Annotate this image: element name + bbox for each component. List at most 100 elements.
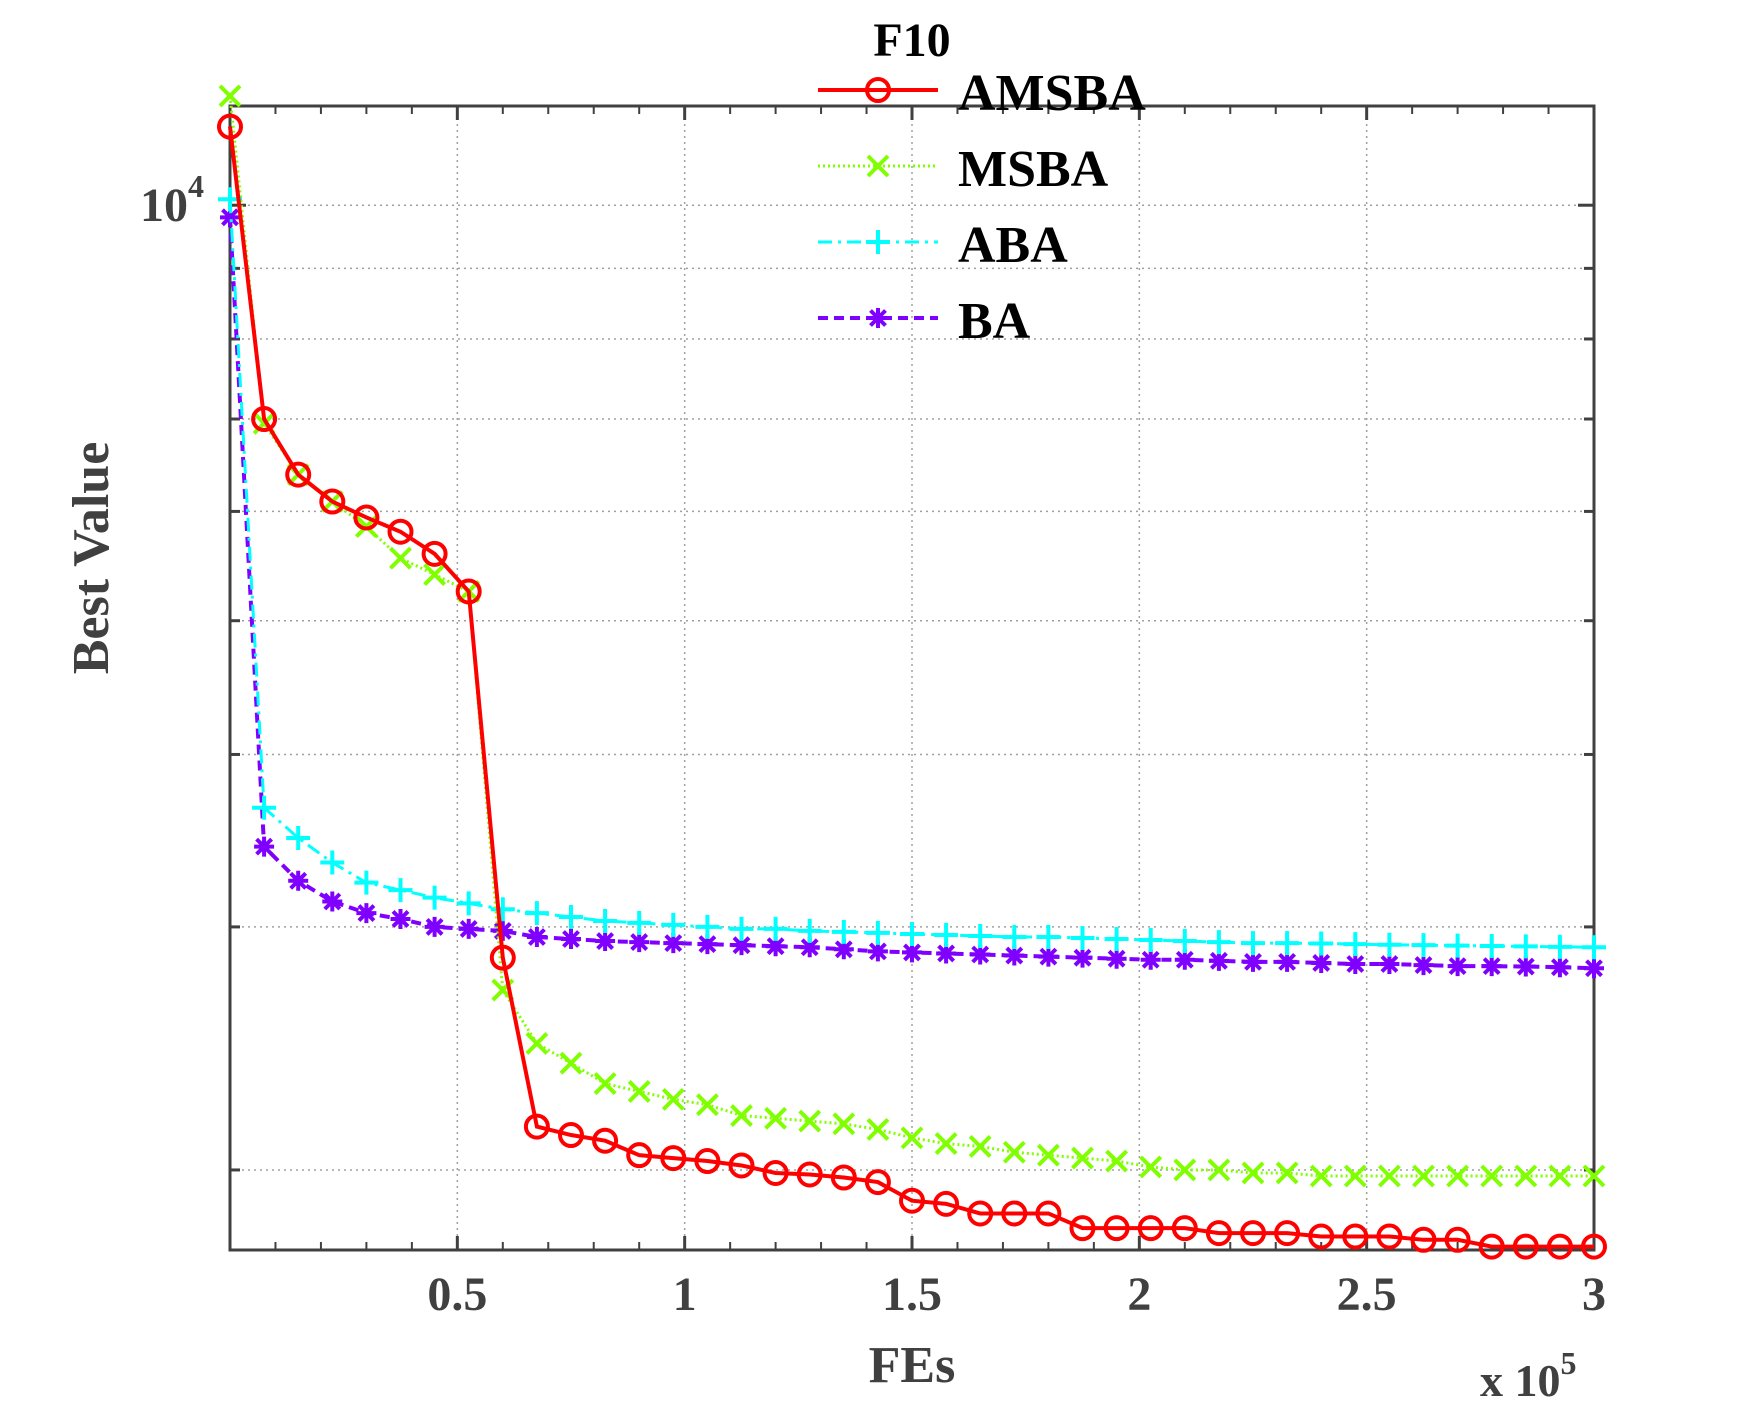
data-point-aba [627, 910, 652, 935]
data-point-aba [1411, 933, 1436, 958]
series-ba [220, 207, 1604, 979]
chart-title: F10 [873, 14, 950, 67]
legend-item-msba: MSBA [818, 141, 1109, 198]
data-point-msba [661, 1087, 685, 1111]
data-point-ba [1038, 946, 1059, 967]
data-point-msba [968, 1135, 992, 1158]
data-point-ba [1379, 954, 1400, 974]
data-point-msba [1071, 1146, 1094, 1170]
data-point-amsba [967, 1200, 994, 1227]
data-point-amsba [1069, 1215, 1096, 1242]
data-point-msba [832, 1112, 856, 1136]
data-point-ba [663, 933, 684, 954]
data-point-msba [423, 563, 447, 586]
data-point-aba [1547, 934, 1572, 959]
x-tick-label: 3 [1582, 1268, 1606, 1321]
series-amsba [217, 113, 1607, 1260]
data-point-aba [934, 922, 959, 947]
data-point-aba [422, 885, 447, 910]
data-point-msba [1275, 1161, 1299, 1185]
labels: F10 FEs Best Value x 105 [63, 14, 1577, 1401]
y-tick-label-base: 10 [140, 179, 188, 232]
data-point-aba [252, 795, 277, 820]
data-point-amsba [1035, 1200, 1062, 1227]
data-point-amsba [1444, 1226, 1471, 1253]
data-point-ba [1243, 951, 1263, 972]
data-point-ba [970, 944, 991, 965]
data-point-msba [593, 1072, 617, 1095]
data-point-ba [867, 941, 888, 962]
data-point-ba [1174, 949, 1195, 970]
data-point-aba [1343, 932, 1368, 957]
legend-marker-ba [868, 308, 888, 328]
data-point-msba [1582, 1164, 1606, 1188]
data-point-amsba [421, 540, 448, 567]
data-point-ba [492, 920, 513, 941]
data-point-aba [661, 912, 686, 937]
data-point-ba [731, 935, 752, 956]
data-point-amsba [319, 488, 346, 515]
data-point-amsba [489, 944, 516, 971]
data-point-msba [866, 1117, 890, 1141]
data-point-amsba [694, 1148, 721, 1175]
data-point-ba [833, 939, 854, 960]
data-point-msba [1173, 1158, 1197, 1182]
data-point-amsba [217, 113, 243, 140]
data-point-ba [765, 936, 786, 957]
data-point-ba [220, 207, 240, 228]
data-point-aba [1104, 927, 1129, 952]
data-point-aba [1002, 924, 1027, 949]
data-point-msba [1480, 1164, 1504, 1188]
series-aba [218, 187, 1606, 960]
data-point-aba [831, 919, 856, 944]
legend-marker-amsba [865, 77, 891, 103]
data-point-aba [320, 850, 345, 875]
data-point-ba [1311, 952, 1332, 973]
data-point-aba [354, 870, 379, 895]
data-point-aba [1479, 933, 1504, 958]
data-point-ba [936, 943, 957, 964]
data-point-ba [1277, 951, 1298, 972]
data-point-amsba [626, 1142, 653, 1169]
data-point-aba [1309, 931, 1334, 956]
data-point-aba [1241, 931, 1265, 956]
legend-label-msba: MSBA [958, 141, 1109, 198]
data-point-amsba [1137, 1215, 1164, 1242]
data-point-ba [1515, 956, 1536, 977]
data-point-amsba [864, 1169, 891, 1196]
grid-lines [230, 106, 1595, 1250]
data-point-amsba [1274, 1220, 1301, 1247]
data-point-msba [559, 1051, 583, 1075]
data-point-msba [1343, 1164, 1367, 1188]
data-point-ba [458, 918, 479, 939]
data-point-ba [1004, 945, 1025, 966]
data-point-ba [595, 931, 616, 952]
data-point-amsba [1581, 1233, 1607, 1260]
data-point-amsba [455, 578, 482, 605]
data-point-aba [1582, 935, 1606, 960]
legend-label-aba: ABA [958, 217, 1068, 274]
x-tick-label: 1 [673, 1268, 697, 1321]
data-point-aba [900, 921, 924, 946]
data-point-amsba [523, 1113, 550, 1140]
data-point-amsba [1001, 1200, 1028, 1227]
data-point-aba [388, 878, 413, 903]
x-axis-multiplier-base: x 10 [1480, 1355, 1561, 1401]
data-point-aba [1172, 929, 1197, 954]
data-point-aba [1036, 924, 1061, 949]
data-point-amsba [1240, 1220, 1266, 1247]
data-point-ba [1549, 957, 1570, 978]
data-point-msba [1377, 1164, 1401, 1188]
data-point-ba [1208, 950, 1229, 971]
data-point-ba [902, 942, 922, 963]
data-point-aba [763, 916, 788, 941]
data-point-aba [1138, 928, 1163, 953]
data-point-msba [1514, 1164, 1538, 1188]
data-point-amsba [558, 1122, 584, 1149]
data-point-msba [389, 546, 412, 570]
data-point-aba [1070, 926, 1095, 951]
data-point-msba [218, 84, 242, 108]
data-point-ba [1106, 948, 1127, 969]
data-point-ba [424, 916, 445, 937]
